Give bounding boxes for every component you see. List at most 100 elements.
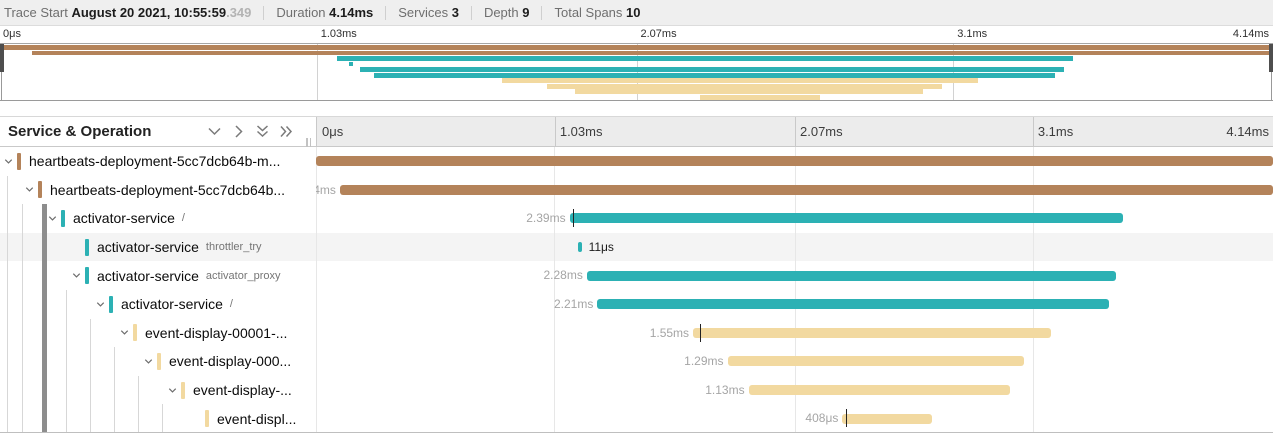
minimap-span <box>374 72 1056 78</box>
span-name-cell: event-display-000... <box>0 347 316 376</box>
tree-guide <box>114 404 115 432</box>
summary-separator <box>541 5 543 20</box>
span-row[interactable]: event-display-000... 1.29ms <box>0 347 1273 376</box>
timeline-gridline <box>1032 147 1034 432</box>
chevron-right-icon[interactable] <box>231 124 246 139</box>
span-name-cell: heartbeats-deployment-5cc7dcb64b-m... <box>0 147 316 176</box>
summary-label: Total Spans <box>554 5 627 20</box>
duration-label: 4ms <box>316 182 336 197</box>
expand-chevron-icon[interactable] <box>95 299 106 310</box>
tree-guide <box>22 404 23 432</box>
span-bar-cell: 1.29ms <box>316 347 1273 376</box>
timeline-header: 0μs 1.03ms 2.07ms 3.1ms 4.14ms <box>316 117 1273 146</box>
minimap-ruler: 0μs 1.03ms 2.07ms 3.1ms 4.14ms <box>0 27 1273 43</box>
ruler-tick-label: 0μs <box>3 28 21 40</box>
span-row[interactable]: activator-service throttler_try 11μs <box>0 232 1273 262</box>
service-color-block <box>85 238 89 256</box>
span-bar[interactable] <box>316 156 1273 167</box>
timeline-header-gridline <box>795 117 796 146</box>
tree-guide <box>90 404 91 432</box>
ruler-tick-label: 2.07ms <box>640 28 677 40</box>
span-row[interactable]: activator-service activator_proxy 2.28ms <box>0 261 1273 290</box>
double-chevron-right-icon[interactable] <box>279 124 294 139</box>
minimap-span <box>31 50 1273 56</box>
summary-label: Duration <box>276 5 330 20</box>
ruler-tick-label: 4.14ms <box>1232 28 1269 40</box>
span-row[interactable]: activator-service / 2.39ms <box>0 204 1273 233</box>
expand-chevron-icon[interactable] <box>3 156 14 167</box>
timeline-tick-label: 4.14ms <box>1226 124 1269 139</box>
expand-chevron-icon[interactable] <box>24 184 35 195</box>
duration-label: 408μs <box>805 411 839 426</box>
service-color-block <box>38 181 42 199</box>
service-name: event-displ... <box>217 410 297 427</box>
span-bar[interactable] <box>569 213 1123 224</box>
tree-guide <box>138 375 139 405</box>
span-bar[interactable] <box>597 299 1110 310</box>
timeline-header-gridline <box>1032 117 1034 146</box>
span-bar-cell: 408μs <box>316 404 1273 432</box>
double-chevron-down-icon[interactable] <box>255 124 270 139</box>
minimap-canvas[interactable] <box>0 43 1273 101</box>
summary-suffix: .349 <box>226 5 252 20</box>
tree-guide <box>66 347 67 376</box>
span-row[interactable]: event-displ... 408μs <box>0 404 1273 432</box>
left-scrubber-handle[interactable] <box>0 44 4 72</box>
span-bar-cell: 2.21ms <box>316 290 1273 319</box>
expand-chevron-icon[interactable] <box>47 213 58 224</box>
minimap-span <box>360 67 1065 72</box>
summary-value: 9 <box>522 5 530 20</box>
right-scrubber-line <box>1271 44 1272 100</box>
chevron-down-icon[interactable] <box>207 124 222 139</box>
right-scrubber-handle[interactable] <box>1269 44 1273 72</box>
span-row[interactable]: heartbeats-deployment-5cc7dcb64b-m... <box>0 147 1273 176</box>
span-name-cell: activator-service / <box>0 289 316 319</box>
operation-name: throttler_try <box>205 241 262 254</box>
span-row[interactable]: activator-service / 2.21ms <box>0 289 1273 319</box>
span-bar[interactable] <box>339 184 1273 195</box>
span-bar[interactable] <box>842 413 933 424</box>
span-bar[interactable] <box>748 385 1010 396</box>
operation-name: activator_proxy <box>205 269 281 282</box>
tree-guide <box>22 375 23 405</box>
span-row[interactable]: event-display-... 1.13ms <box>0 375 1273 405</box>
span-row[interactable]: heartbeats-deployment-5cc7dcb64b... 4ms <box>0 175 1273 205</box>
tree-guide <box>7 375 8 405</box>
span-bar[interactable] <box>693 327 1051 338</box>
tree-guide <box>22 232 23 262</box>
left-scrubber-line <box>1 44 2 100</box>
span-name-cell: activator-service throttler_try <box>0 232 316 262</box>
span-bar-cell: 11μs <box>316 233 1273 262</box>
span-bar[interactable] <box>586 270 1117 281</box>
duration-label: 1.13ms <box>705 382 745 397</box>
expand-chevron-icon[interactable] <box>143 356 154 367</box>
tree-guide <box>7 347 8 376</box>
column-resize-grip[interactable] <box>306 138 311 147</box>
service-color-block <box>157 352 161 370</box>
span-row[interactable]: event-display-00001-... 1.55ms <box>0 318 1273 348</box>
expand-chevron-icon[interactable] <box>167 385 178 396</box>
minimap-span <box>337 56 1074 61</box>
summary-item: Total Spans 10 <box>554 5 640 20</box>
service-color-block <box>61 209 65 227</box>
minimap-span <box>547 83 942 89</box>
timeline-header-gridline <box>554 117 556 146</box>
minimap-gridline <box>953 44 955 100</box>
minimap-span <box>575 89 923 95</box>
summary-item: Depth 9 <box>484 5 530 20</box>
expand-collapse-controls <box>207 117 294 146</box>
expand-chevron-icon[interactable] <box>71 270 82 281</box>
span-bar[interactable] <box>727 356 1025 367</box>
expand-chevron-icon[interactable] <box>119 327 130 338</box>
timeline-tick-label: 2.07ms <box>800 124 843 139</box>
summary-label: Services <box>398 5 452 20</box>
summary-value: 10 <box>626 5 641 20</box>
tree-guide <box>66 404 67 432</box>
summary-item: Trace Start August 20 2021, 10:55:59.349 <box>4 5 251 20</box>
span-bar[interactable] <box>578 242 582 253</box>
service-color-block <box>17 152 21 170</box>
duration-label: 2.28ms <box>543 268 583 283</box>
summary-separator <box>263 5 265 20</box>
service-color-block <box>133 324 137 342</box>
span-bar-cell <box>316 147 1273 176</box>
